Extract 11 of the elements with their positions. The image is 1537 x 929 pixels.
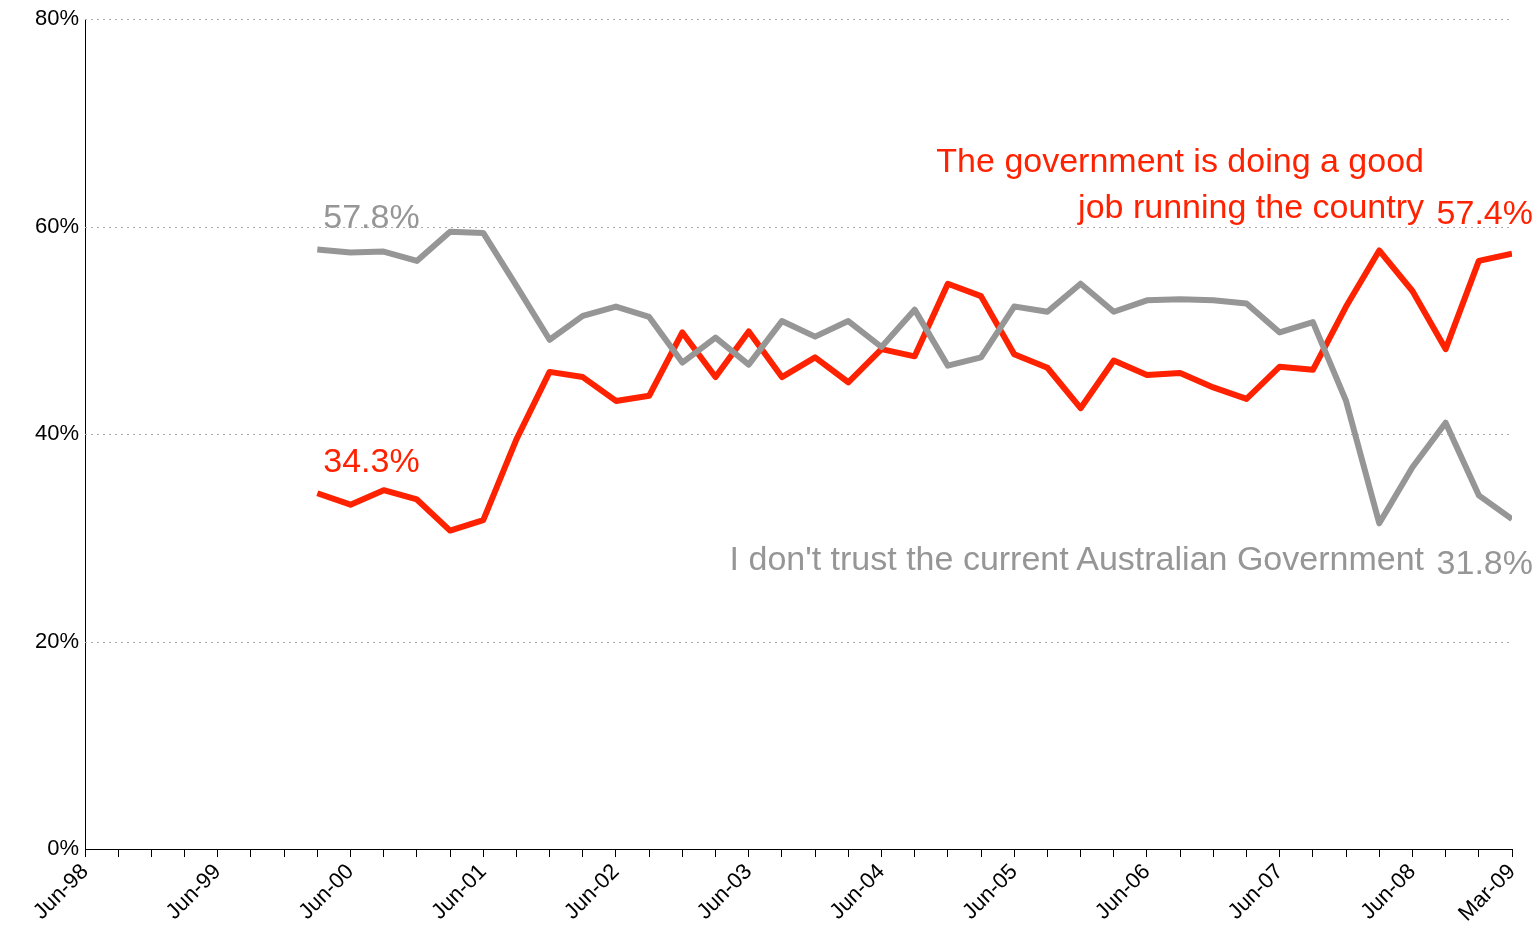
data-label: 57.4% [1436,193,1533,232]
y-tick-label: 40% [34,420,79,446]
y-tick-label: 20% [34,627,79,653]
series-label: I don't trust the current Australian Government [729,538,1425,577]
y-tick-label: 0% [47,835,79,861]
y-tick-label: 80% [34,5,79,31]
data-label: 57.8% [323,196,420,235]
y-tick-label: 60% [34,212,79,238]
data-label: 31.8% [1436,542,1533,581]
series-label: The government is doing a good job running the country [936,141,1424,226]
data-label: 34.3% [323,440,420,479]
